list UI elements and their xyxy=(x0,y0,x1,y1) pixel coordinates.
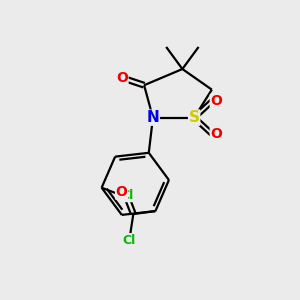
Text: N: N xyxy=(147,110,159,125)
Text: O: O xyxy=(210,94,222,108)
Text: Cl: Cl xyxy=(121,189,134,202)
Text: O: O xyxy=(210,127,222,141)
Text: Cl: Cl xyxy=(122,234,136,247)
Text: O: O xyxy=(116,71,128,85)
Text: S: S xyxy=(189,110,200,125)
Text: O: O xyxy=(116,185,128,199)
